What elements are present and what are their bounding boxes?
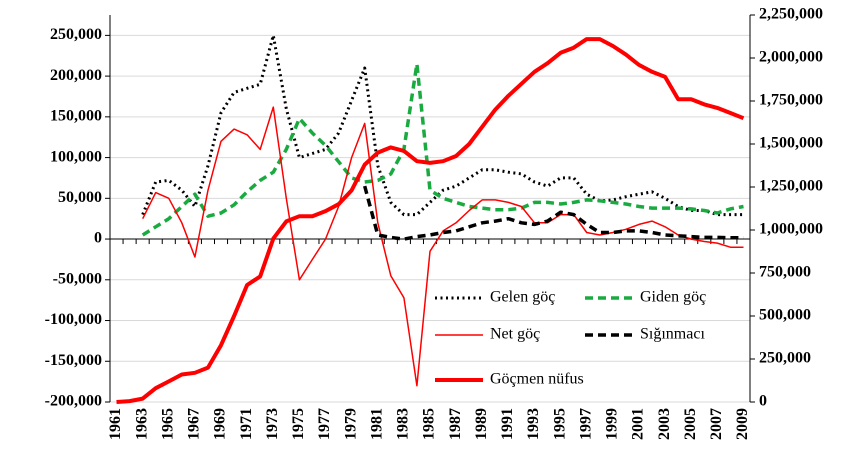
legend-label: Gelen göç	[490, 289, 555, 306]
x-tick-label: 1971	[238, 408, 255, 440]
y-tick-label: -100,000	[45, 311, 102, 328]
y-tick-label: -200,000	[45, 393, 102, 410]
x-tick-label: 1987	[447, 408, 464, 440]
legend-label: Göçmen nüfus	[490, 371, 584, 388]
x-tick-label: 1975	[290, 408, 307, 440]
x-tick-label: 1999	[604, 408, 621, 440]
y2-tick-label: 2,000,000	[759, 49, 823, 66]
x-tick-label: 1993	[525, 408, 542, 440]
y2-tick-label: 250,000	[759, 350, 811, 367]
legend-label: Sığınmacı	[640, 326, 705, 343]
y2-tick-label: 500,000	[759, 307, 811, 324]
y2-tick-label: 1,750,000	[759, 92, 823, 109]
series-line	[141, 62, 744, 237]
x-tick-label: 2007	[708, 408, 725, 440]
x-tick-label: 1995	[551, 408, 568, 440]
y-tick-label: 100,000	[50, 148, 102, 165]
x-tick-label: 1973	[264, 408, 281, 440]
x-tick-label: 1985	[421, 408, 438, 440]
series-line	[363, 185, 744, 241]
y-tick-label: 150,000	[50, 108, 102, 125]
x-tick-label: 1963	[133, 408, 150, 440]
x-tick-label: 1969	[212, 408, 229, 440]
legend-label: Net göç	[490, 326, 540, 343]
legend-bg	[582, 323, 727, 347]
legend-label: Giden göç	[640, 289, 706, 306]
x-tick-label: 1977	[316, 408, 333, 440]
y-tick-label: 250,000	[50, 26, 102, 43]
x-tick-label: 1965	[159, 408, 176, 440]
y2-tick-label: 0	[759, 393, 767, 410]
y2-tick-label: 2,250,000	[759, 6, 823, 23]
x-tick-label: 2001	[630, 408, 647, 440]
series-line	[141, 33, 744, 217]
x-tick-label: 1979	[342, 408, 359, 440]
x-tick-label: 1967	[186, 408, 203, 440]
x-tick-label: 1997	[577, 408, 594, 440]
y2-tick-label: 1,250,000	[759, 178, 823, 195]
x-tick-label: 2005	[682, 408, 699, 440]
x-tick-label: 1961	[107, 408, 124, 440]
x-tick-label: 1989	[473, 408, 490, 440]
y2-tick-label: 750,000	[759, 264, 811, 281]
y-tick-label: 50,000	[58, 189, 102, 206]
legend-bg	[582, 286, 727, 310]
x-tick-label: 2003	[656, 408, 673, 440]
y2-tick-label: 1,000,000	[759, 221, 823, 238]
y-tick-label: 0	[94, 230, 102, 247]
x-tick-label: 2009	[734, 408, 751, 440]
y-tick-label: -50,000	[53, 270, 102, 287]
series-line	[116, 37, 745, 404]
legend-bg	[432, 286, 577, 310]
x-tick-label: 1981	[368, 408, 385, 440]
y-tick-label: -150,000	[45, 352, 102, 369]
x-tick-label: 1983	[395, 408, 412, 440]
y-tick-label: 200,000	[50, 67, 102, 84]
y2-tick-label: 1,500,000	[759, 135, 823, 152]
x-tick-label: 1991	[499, 408, 516, 440]
